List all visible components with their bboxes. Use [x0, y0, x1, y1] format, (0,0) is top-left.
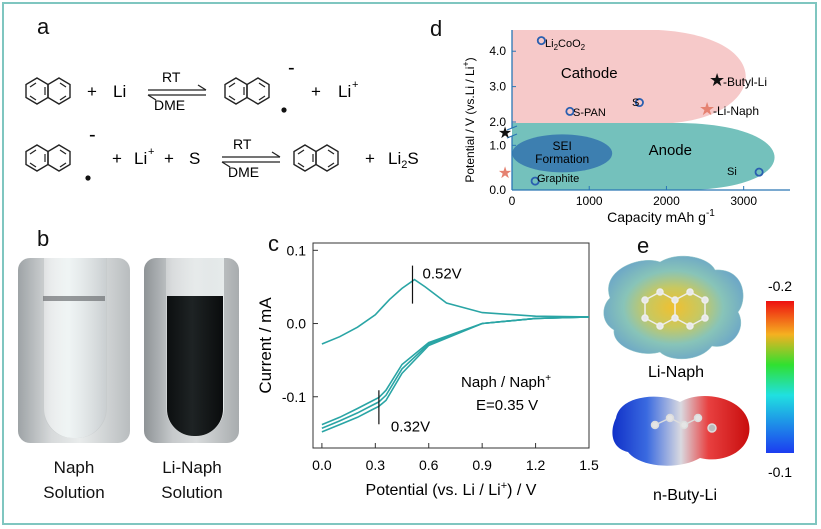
- cv-curve: [321, 278, 590, 345]
- sei-formation-region: [512, 134, 613, 173]
- legend-butyl-li: -Butyl-Li: [723, 75, 767, 89]
- cathode-region: [512, 30, 746, 124]
- panel-letter-c: c: [268, 231, 279, 256]
- radical-dot: [281, 107, 287, 113]
- esp-scale-min: -0.1: [768, 464, 792, 480]
- point-label-graphite: Graphite: [537, 173, 579, 185]
- pd-y-axis-label: Potential / V (vs.Li / Li+): [461, 57, 477, 182]
- point-label-s-pan: S-PAN: [573, 107, 606, 119]
- cv-plot-area: [312, 242, 590, 449]
- arrow-bottom-condition: DME: [228, 164, 259, 180]
- pd-data-point: [565, 106, 575, 116]
- plus-sign: +: [112, 149, 122, 168]
- plus-sign: +: [164, 149, 174, 168]
- product-li: Li: [338, 82, 351, 101]
- product-charge: +: [352, 79, 358, 91]
- esp-scale-max: -0.2: [768, 278, 792, 294]
- cv-x-tick-label: 0.3: [366, 457, 386, 473]
- pd-y-tick-label: 2.0: [489, 115, 506, 129]
- cv-x-tick-label: 1.5: [579, 457, 599, 473]
- cv-y-tick-label: 0.1: [287, 242, 307, 258]
- black-star-icon: ★: [498, 125, 512, 142]
- cv-x-tick-label: 0.6: [419, 457, 439, 473]
- pd-data-point: [634, 98, 644, 108]
- cv-note-redox-couple: Naph / Naph+: [461, 373, 551, 391]
- cv-x-tick-label: 0.0: [312, 457, 332, 473]
- arrow-bottom-condition: DME: [154, 97, 185, 113]
- reagent-sulfur: S: [189, 149, 200, 168]
- point-label-licoo2: Li2CoO2: [545, 38, 586, 52]
- cv-peak-label: 0.52V: [422, 266, 461, 283]
- reaction-scheme: + Li RT DME - + Li + - + Li + + S RT DME…: [25, 57, 419, 181]
- pd-data-point: [754, 167, 764, 177]
- cv-curve: [321, 316, 590, 426]
- plus-sign: +: [87, 82, 97, 101]
- sei-region-label: SEI: [553, 139, 572, 153]
- li-naph-solution-label: Li-Naph Solution: [161, 458, 223, 502]
- naph-solution-label: Naph Solution: [43, 458, 105, 502]
- cv-y-tick-label: 0.0: [287, 316, 307, 332]
- point-label-si: Si: [727, 166, 737, 178]
- reagent-li: Li: [113, 82, 126, 101]
- panel-letter-b: b: [37, 226, 50, 251]
- arrow-top-condition: RT: [233, 136, 252, 152]
- li-naph-molecule-model: [641, 288, 709, 330]
- anion-charge: -: [288, 57, 295, 79]
- naph-vial-photo: [18, 258, 130, 443]
- pd-y-tick-label: 4.0: [489, 44, 506, 58]
- plus-sign: +: [311, 82, 321, 101]
- n-butyl-li-molecule-model: [650, 413, 717, 433]
- radical-dot: [85, 175, 91, 181]
- pd-x-tick-label: 3000: [730, 194, 757, 208]
- cv-y-axis-label: Current / mA: [256, 297, 275, 394]
- pd-data-point: [536, 36, 546, 46]
- n-butyl-li-esp-map: [612, 396, 750, 466]
- cathode-region-label: Cathode: [561, 65, 618, 82]
- li-naph-vial-photo: [144, 258, 239, 443]
- cv-y-tick-label: -0.1: [282, 389, 306, 405]
- cv-x-axis-label: Potential (vs. Li / Li+) / V: [366, 480, 537, 499]
- pd-x-tick-label: 0: [509, 194, 516, 208]
- cv-x-tick-label: 0.9: [472, 457, 492, 473]
- point-label-s: S: [632, 97, 639, 109]
- pd-y-tick-label: 3.0: [489, 80, 506, 94]
- pd-x-axis-label: Capacity mAh g-1: [607, 208, 715, 225]
- plus-sign: +: [365, 149, 375, 168]
- pd-x-tick-label: 1000: [576, 194, 603, 208]
- n-butyl-li-esp-label: n-Buty-Li: [653, 487, 717, 504]
- salmon-star-icon: ★: [699, 99, 715, 119]
- cv-note-potential: E=0.35 V: [476, 397, 538, 414]
- sei-region-label: Formation: [535, 152, 589, 166]
- esp-color-scale: [766, 301, 794, 453]
- legend-li-naph: -Li-Naph: [713, 104, 759, 118]
- pd-y-tick-label: 0.0: [489, 183, 506, 197]
- pd-axis-break: [506, 133, 518, 139]
- salmon-star-icon: ★: [498, 165, 512, 182]
- pd-y-tick-label: 1.0: [489, 138, 506, 152]
- pd-x-tick-label: 2000: [653, 194, 680, 208]
- li-naph-esp-label: Li-Naph: [648, 364, 704, 381]
- li-charge: +: [148, 146, 154, 158]
- pd-data-point: [530, 176, 540, 186]
- pd-axis-break: [506, 125, 518, 131]
- panel-letter-e: e: [637, 233, 650, 258]
- cv-x-tick-label: 1.2: [526, 457, 546, 473]
- reagent-li: Li: [134, 149, 147, 168]
- black-star-icon: ★: [709, 70, 725, 90]
- anode-region-label: Anode: [649, 142, 692, 159]
- panel-letter-d: d: [430, 16, 443, 41]
- product-li2s: Li2S: [388, 149, 419, 171]
- anion-charge: -: [89, 124, 96, 146]
- li-naph-esp-map: [603, 255, 744, 360]
- arrow-top-condition: RT: [162, 69, 181, 85]
- panel-letter-a: a: [37, 14, 50, 39]
- cv-peak-label: 0.32V: [391, 418, 430, 435]
